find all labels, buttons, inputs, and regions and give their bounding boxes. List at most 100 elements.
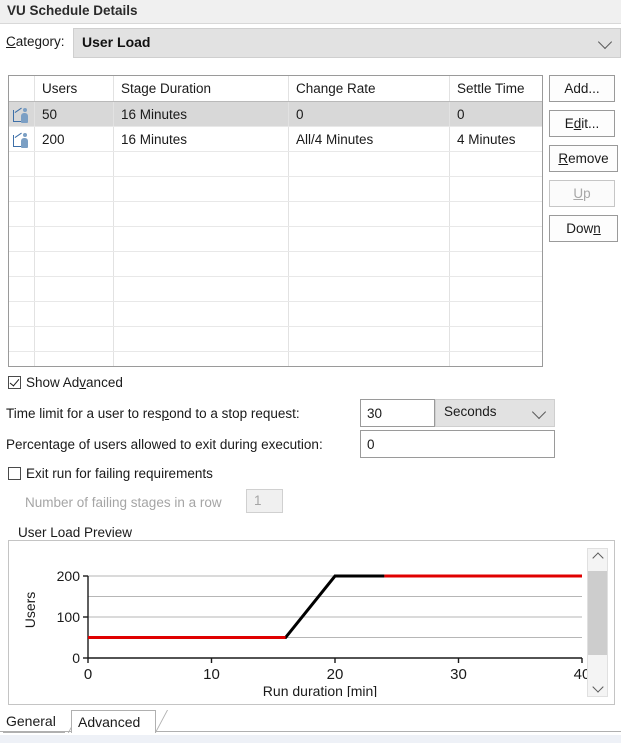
- cell-settle-time[interactable]: 0: [449, 101, 542, 127]
- table-row-empty[interactable]: [9, 201, 542, 227]
- table-header-row: Users Stage Duration Change Rate Settle …: [9, 76, 542, 102]
- exit-run-label: Exit run for failing requirements: [26, 466, 213, 481]
- category-label-rest: ategory:: [15, 34, 65, 49]
- time-limit-label: Time limit for a user to respond to a st…: [6, 406, 300, 421]
- table-row-empty[interactable]: [9, 276, 542, 302]
- checkbox-indicator[interactable]: [8, 376, 21, 389]
- edit-button[interactable]: Edit...: [549, 110, 615, 137]
- exit-run-checkbox[interactable]: Exit run for failing requirements: [8, 466, 213, 481]
- time-limit-unit-combobox[interactable]: Seconds: [435, 399, 555, 427]
- edit-button-accel: d: [573, 116, 582, 131]
- failing-stages-label: Number of failing stages in a row: [25, 495, 222, 510]
- tab-general[interactable]: General: [3, 710, 65, 733]
- svg-text:0: 0: [72, 650, 80, 666]
- column-header-stage-duration[interactable]: Stage Duration: [113, 76, 289, 102]
- svg-text:200: 200: [57, 568, 81, 584]
- category-label-accel: C: [6, 34, 16, 49]
- window-titlebar: VU Schedule Details: [0, 0, 621, 24]
- tabstrip-baseline: [0, 731, 621, 732]
- column-header-icon[interactable]: [9, 76, 35, 102]
- cell-users[interactable]: 50: [34, 101, 114, 127]
- add-button-label: Add...: [564, 81, 600, 96]
- chevron-down-icon: [591, 681, 604, 693]
- up-button-accel: U: [573, 186, 584, 201]
- table-row[interactable]: 200 16 Minutes All/4 Minutes 4 Minutes: [9, 126, 542, 152]
- percentage-label: Percentage of users allowed to exit duri…: [6, 437, 323, 452]
- up-button-label: p: [583, 186, 591, 201]
- time-limit-unit-value: Seconds: [444, 404, 497, 419]
- stage-user-icon: [13, 107, 30, 124]
- time-limit-label-pre: Time limit for a user to res: [6, 406, 162, 421]
- edit-button-label-pre: E: [564, 116, 574, 131]
- cell-stage-duration[interactable]: 16 Minutes: [113, 126, 289, 152]
- column-header-users[interactable]: Users: [34, 76, 114, 102]
- remove-button-label: emove: [568, 151, 609, 166]
- table-row-empty[interactable]: [9, 326, 542, 352]
- chart-gridlines: [88, 575, 582, 638]
- up-button[interactable]: Up: [549, 180, 615, 207]
- table-row-empty[interactable]: [9, 151, 542, 177]
- chart-axes: [83, 575, 583, 663]
- svg-text:30: 30: [450, 666, 467, 683]
- table-row[interactable]: 50 16 Minutes 0 0: [9, 101, 542, 127]
- show-advanced-accel: v: [79, 375, 87, 390]
- chevron-down-icon[interactable]: [531, 404, 547, 420]
- user-load-chart: 0 100 200 0 10 20 30 40: [57, 568, 591, 683]
- status-strip: [0, 735, 621, 743]
- add-button[interactable]: Add...: [549, 75, 615, 102]
- schedule-table[interactable]: Users Stage Duration Change Rate Settle …: [8, 75, 543, 367]
- cell-stage-duration[interactable]: 16 Minutes: [113, 101, 289, 127]
- scrollbar-thumb[interactable]: [588, 571, 607, 655]
- chart-ylabel: Users: [22, 591, 38, 629]
- down-button-accel: n: [593, 221, 601, 236]
- chevron-down-icon[interactable]: [597, 34, 613, 50]
- cell-settle-time[interactable]: 4 Minutes: [449, 126, 542, 152]
- table-row-empty[interactable]: [9, 226, 542, 252]
- stage-user-icon: [13, 132, 30, 149]
- tab-general-label: General: [6, 713, 56, 729]
- cell-change-rate[interactable]: 0: [288, 101, 450, 127]
- cell-users[interactable]: 200: [34, 126, 114, 152]
- show-advanced-label-post: anced: [86, 375, 123, 390]
- tab-advanced[interactable]: Advanced: [71, 710, 156, 733]
- time-limit-accel: p: [161, 406, 170, 421]
- tab-advanced-label: Advanced: [78, 714, 141, 730]
- row-icon-cell: [9, 101, 35, 127]
- failing-stages-stepper[interactable]: 1: [246, 489, 283, 513]
- category-row: Category: User Load: [0, 28, 621, 60]
- scrollbar-down-button[interactable]: [588, 676, 607, 696]
- svg-text:20: 20: [327, 666, 344, 683]
- preview-scrollbar[interactable]: [587, 548, 608, 697]
- remove-button-accel: R: [558, 151, 569, 166]
- down-button[interactable]: Down: [549, 215, 618, 242]
- column-header-settle-time[interactable]: Settle Time: [449, 76, 542, 102]
- percentage-input[interactable]: [360, 430, 555, 458]
- chart-series: [88, 574, 582, 639]
- svg-text:100: 100: [57, 609, 81, 625]
- category-combobox[interactable]: User Load: [73, 28, 621, 58]
- time-limit-input[interactable]: [360, 399, 435, 427]
- time-limit-label-post: ond to a stop request:: [169, 406, 300, 421]
- column-header-change-rate[interactable]: Change Rate: [288, 76, 450, 102]
- table-row-empty[interactable]: [9, 351, 542, 366]
- remove-button[interactable]: Remove: [549, 145, 618, 172]
- down-button-label: Dow: [566, 221, 594, 236]
- table-row-empty[interactable]: [9, 251, 542, 277]
- row-icon-cell: [9, 126, 35, 152]
- chart-tick-labels: 0 100 200 0 10 20 30 40: [57, 568, 591, 683]
- category-label: Category:: [6, 34, 65, 49]
- show-advanced-label-pre: Show Ad: [26, 375, 80, 390]
- category-value: User Load: [82, 34, 151, 50]
- table-row-empty[interactable]: [9, 301, 542, 327]
- user-load-preview-title: User Load Preview: [14, 525, 137, 540]
- show-advanced-checkbox[interactable]: Show Advanced: [8, 375, 123, 390]
- scrollbar-up-button[interactable]: [588, 549, 607, 569]
- checkbox-indicator[interactable]: [8, 467, 21, 480]
- user-load-preview-groupbox: [8, 540, 615, 705]
- page-title: VU Schedule Details: [7, 3, 138, 18]
- cell-change-rate[interactable]: All/4 Minutes: [288, 126, 450, 152]
- svg-text:40: 40: [574, 666, 591, 683]
- tabstrip: General Advanced: [0, 710, 621, 743]
- table-row-empty[interactable]: [9, 176, 542, 202]
- svg-text:0: 0: [84, 666, 92, 683]
